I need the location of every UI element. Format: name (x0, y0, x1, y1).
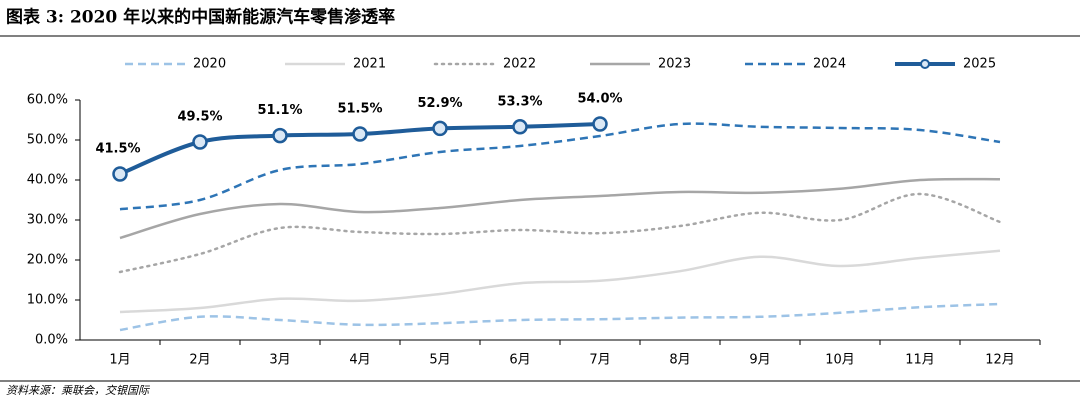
chart-title: 图表 3: 2020 年以来的中国新能源汽车零售渗透率 (6, 7, 395, 28)
marker (112, 166, 128, 182)
x-tick-label: 5月 (429, 353, 450, 368)
x-tick-label: 10月 (825, 353, 855, 368)
x-tick-label: 7月 (589, 353, 610, 368)
value-label: 53.3% (497, 94, 542, 109)
value-label: 41.5% (95, 142, 140, 157)
value-label: 49.5% (177, 110, 222, 125)
x-tick-label: 2月 (189, 353, 210, 368)
y-tick-label: 50.0% (27, 133, 68, 148)
x-tick-label: 4月 (349, 353, 370, 368)
marker (272, 127, 288, 144)
x-tick-label: 11月 (905, 353, 935, 368)
marker (192, 134, 208, 150)
y-tick-label: 0.0% (35, 333, 68, 348)
x-tick-label: 12月 (985, 353, 1015, 368)
value-label: 52.9% (417, 96, 462, 111)
series-line (119, 249, 1001, 314)
y-tick-label: 10.0% (27, 293, 68, 308)
x-tick-label: 1月 (109, 353, 130, 368)
series-line (119, 122, 1001, 211)
x-tick-label: 8月 (669, 353, 690, 368)
x-tick-label: 9月 (749, 353, 770, 368)
x-tick-label: 6月 (509, 353, 530, 368)
marker (432, 120, 448, 137)
legend-label: 2025 (963, 57, 996, 72)
legend-label: 2024 (813, 57, 846, 72)
legend-marker (920, 59, 930, 69)
marker (592, 116, 608, 132)
legend-label: 2021 (353, 57, 386, 72)
legend-label: 2020 (193, 57, 226, 72)
y-tick-label: 40.0% (27, 173, 68, 188)
series-line (118, 192, 1002, 274)
series-line (119, 177, 1001, 240)
legend-label: 2023 (658, 57, 691, 72)
legend-label: 2022 (503, 57, 536, 72)
marker (512, 119, 528, 135)
y-tick-label: 20.0% (27, 253, 68, 268)
source: 资料来源：乘联会，交银国际 (6, 384, 150, 397)
value-label: 51.5% (337, 102, 382, 117)
x-tick-label: 3月 (269, 353, 290, 368)
value-label: 54.0% (577, 92, 622, 107)
marker (352, 126, 368, 142)
series-line (119, 302, 1001, 332)
y-tick-label: 60.0% (27, 93, 68, 108)
y-tick-label: 30.0% (27, 213, 68, 228)
value-label: 51.1% (257, 103, 302, 118)
